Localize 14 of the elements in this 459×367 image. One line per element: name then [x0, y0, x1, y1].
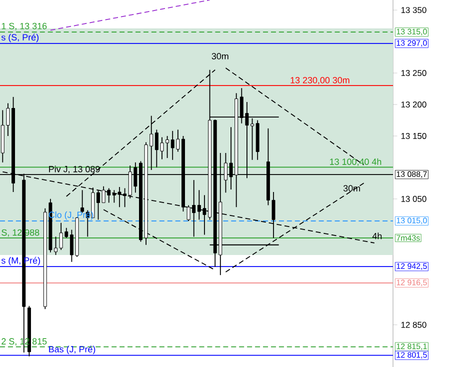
annotation: Piv J, 13 089 — [49, 166, 100, 174]
y-tick-label: 13 050 — [401, 196, 426, 202]
y-tick-label: 12 850 — [401, 322, 426, 328]
y-tick-label: 13 250 — [401, 70, 426, 76]
annotation: 13 230,00 30m — [290, 77, 350, 84]
annotation: 13 100,40 4h — [330, 158, 382, 166]
annotation: Bas (J, Pré) — [49, 346, 96, 354]
annotation: 30m — [343, 185, 360, 192]
y-tick-label: 13 150 — [401, 132, 426, 139]
annotation: 30m — [212, 53, 228, 60]
y-tick-label: 13 200 — [401, 102, 426, 108]
annotation: 1 S, 13 316 — [2, 22, 47, 30]
y-tick-label: 13 350 — [401, 7, 426, 14]
annotation: s (S, Pré) — [1, 34, 39, 42]
